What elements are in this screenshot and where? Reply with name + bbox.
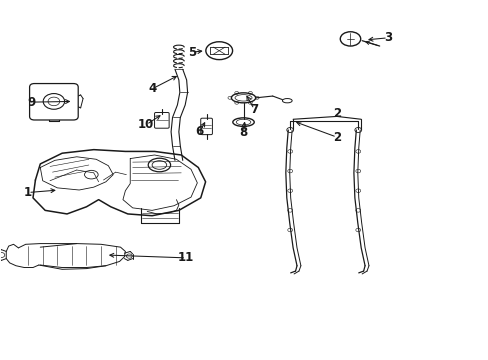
Text: 4: 4 [148, 82, 156, 95]
Text: 2: 2 [332, 107, 340, 120]
Text: 7: 7 [250, 103, 258, 116]
Text: 6: 6 [195, 125, 203, 138]
Text: 11: 11 [178, 251, 194, 264]
FancyBboxPatch shape [30, 84, 78, 120]
Text: 8: 8 [239, 126, 247, 139]
Text: 2: 2 [332, 131, 340, 144]
Text: 3: 3 [383, 31, 391, 44]
Text: 9: 9 [27, 96, 36, 109]
Text: 10: 10 [138, 118, 154, 131]
Text: 1: 1 [24, 186, 32, 199]
Text: 5: 5 [188, 46, 196, 59]
